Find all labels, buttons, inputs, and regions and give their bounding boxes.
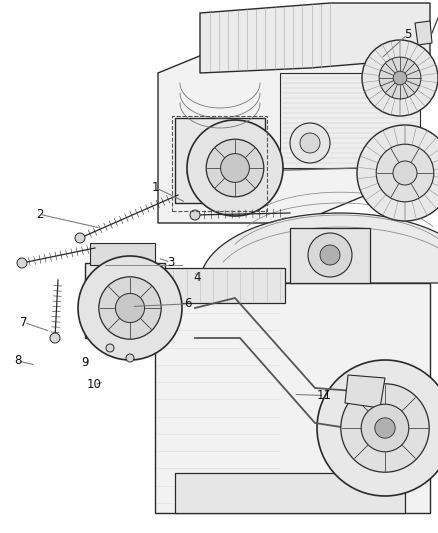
Circle shape bbox=[17, 258, 27, 268]
Circle shape bbox=[379, 57, 421, 99]
Text: 2: 2 bbox=[35, 208, 43, 221]
Bar bbox=[172, 116, 267, 211]
Text: 1: 1 bbox=[152, 181, 159, 194]
Circle shape bbox=[126, 354, 134, 362]
Circle shape bbox=[300, 133, 320, 153]
Bar bbox=[290, 228, 370, 283]
Circle shape bbox=[50, 333, 60, 343]
Polygon shape bbox=[280, 73, 420, 168]
Text: 8: 8 bbox=[14, 354, 21, 367]
Circle shape bbox=[75, 233, 85, 243]
Circle shape bbox=[393, 161, 417, 185]
Circle shape bbox=[376, 144, 434, 202]
Circle shape bbox=[290, 123, 330, 163]
Circle shape bbox=[78, 256, 182, 360]
Circle shape bbox=[320, 245, 340, 265]
Text: 11: 11 bbox=[317, 389, 332, 402]
Circle shape bbox=[393, 71, 407, 85]
Text: 3: 3 bbox=[167, 256, 174, 269]
Circle shape bbox=[106, 344, 114, 352]
Circle shape bbox=[221, 154, 249, 182]
Circle shape bbox=[308, 233, 352, 277]
Circle shape bbox=[116, 294, 145, 322]
Circle shape bbox=[317, 360, 438, 496]
Text: 7: 7 bbox=[20, 316, 28, 329]
Circle shape bbox=[187, 120, 283, 216]
Text: 9: 9 bbox=[81, 356, 89, 369]
Bar bbox=[175, 118, 265, 203]
Text: 10: 10 bbox=[87, 378, 102, 391]
Polygon shape bbox=[200, 213, 438, 283]
Circle shape bbox=[357, 125, 438, 221]
Circle shape bbox=[190, 210, 200, 220]
Polygon shape bbox=[158, 23, 420, 223]
Bar bbox=[155, 268, 285, 303]
Polygon shape bbox=[415, 21, 432, 45]
Circle shape bbox=[341, 384, 429, 472]
Circle shape bbox=[362, 40, 438, 116]
Polygon shape bbox=[155, 283, 430, 513]
Text: 5: 5 bbox=[404, 28, 411, 41]
Circle shape bbox=[361, 404, 409, 452]
Circle shape bbox=[99, 277, 161, 339]
Circle shape bbox=[375, 418, 395, 438]
Polygon shape bbox=[345, 375, 385, 408]
Text: 4: 4 bbox=[193, 271, 201, 284]
Circle shape bbox=[206, 139, 264, 197]
Bar bbox=[90, 243, 155, 265]
Bar bbox=[85, 263, 165, 338]
Polygon shape bbox=[200, 3, 430, 73]
Bar bbox=[175, 473, 405, 513]
Text: 6: 6 bbox=[184, 297, 192, 310]
